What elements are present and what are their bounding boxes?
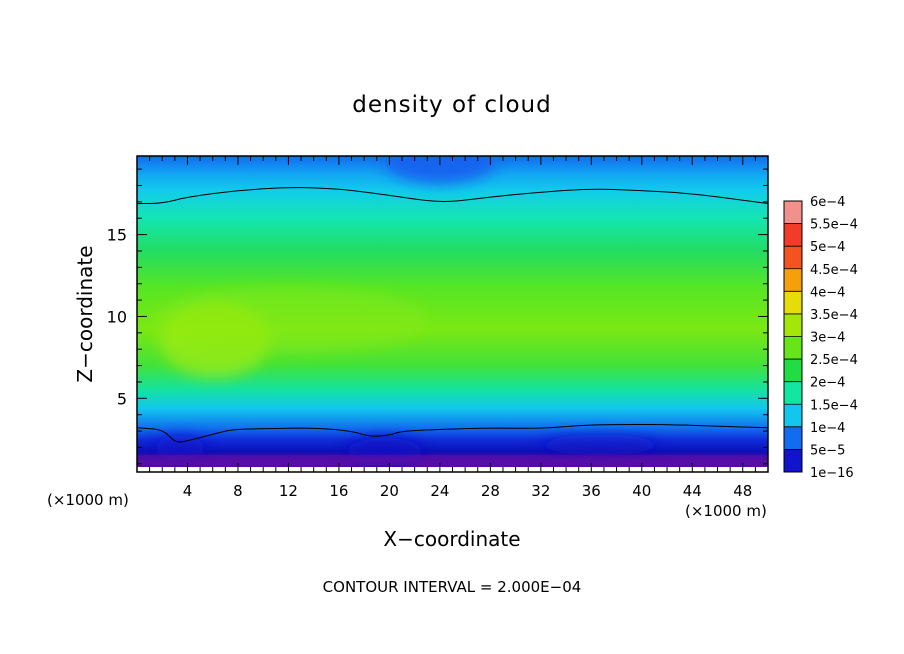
colorbar-swatch bbox=[784, 313, 802, 337]
colorbar-label: 4e−4 bbox=[810, 285, 845, 300]
upper-depression-region bbox=[385, 156, 495, 184]
colorbar-label: 2e−4 bbox=[810, 376, 845, 391]
x-tick-label: 28 bbox=[481, 482, 500, 500]
lower-blue-region bbox=[540, 435, 660, 455]
plot-area bbox=[137, 156, 768, 472]
colorbar-swatch bbox=[784, 246, 802, 270]
colorbar-swatch bbox=[784, 426, 802, 450]
x-tick-label: 24 bbox=[430, 482, 449, 500]
colorbar-label: 6e−4 bbox=[810, 195, 845, 210]
x-axis: 4 8 12 16 20 24 28 32 36 40 44 48 bbox=[149, 156, 756, 500]
x-tick-label: 40 bbox=[632, 482, 651, 500]
contour-interval-note: CONTOUR INTERVAL = 2.000E−04 bbox=[323, 578, 582, 596]
x-unit-left: (×1000 m) bbox=[47, 491, 129, 509]
x-tick-label: 8 bbox=[233, 482, 243, 500]
colorbar-swatch bbox=[784, 201, 802, 225]
x-axis-label: X−coordinate bbox=[383, 527, 520, 551]
x-tick-label: 48 bbox=[733, 482, 752, 500]
colorbar-swatch bbox=[784, 291, 802, 315]
colorbar-swatch bbox=[784, 449, 802, 473]
y-axis: 5 10 15 bbox=[107, 168, 768, 465]
x-tick-label: 12 bbox=[279, 482, 298, 500]
colorbar-swatch bbox=[784, 359, 802, 383]
colorbar-label: 5e−5 bbox=[810, 443, 845, 458]
y-tick-label: 10 bbox=[107, 307, 127, 326]
colorbar-swatch bbox=[784, 381, 802, 405]
x-tick-label: 32 bbox=[531, 482, 550, 500]
contour-line-1 bbox=[137, 424, 768, 443]
colorbar-label: 3.5e−4 bbox=[810, 308, 858, 323]
ground-layer bbox=[137, 455, 768, 465]
x-unit-right: (×1000 m) bbox=[685, 502, 767, 520]
x-tick-label: 20 bbox=[380, 482, 399, 500]
colorbar-swatch bbox=[784, 404, 802, 428]
colorbar-label: 1e−16 bbox=[810, 466, 854, 481]
lower-dip-region-left bbox=[155, 436, 205, 460]
colorbar-label: 4.5e−4 bbox=[810, 263, 858, 278]
colorbar-swatch bbox=[784, 268, 802, 292]
y-axis-label: Z−coordinate bbox=[73, 245, 97, 382]
colorbar: 6e−4 5.5e−4 5e−4 4.5e−4 4e−4 3.5e−4 3e−4 2.5e−4… bbox=[783, 195, 858, 481]
x-tick-label: 16 bbox=[329, 482, 348, 500]
x-tick-label: 4 bbox=[183, 482, 193, 500]
contour-line-0 bbox=[137, 187, 768, 204]
colorbar-label: 1e−4 bbox=[810, 421, 845, 436]
colorbar-label: 3e−4 bbox=[810, 331, 845, 346]
colorbar-label: 1.5e−4 bbox=[810, 398, 858, 413]
y-tick-label: 5 bbox=[117, 389, 127, 408]
colorbar-swatch bbox=[784, 336, 802, 360]
y-tick-label: 15 bbox=[107, 226, 127, 245]
contour-lines bbox=[137, 187, 768, 443]
chart-title: density of cloud bbox=[352, 92, 551, 118]
colorbar-label: 5.5e−4 bbox=[810, 218, 858, 233]
density-core-region bbox=[150, 286, 430, 354]
colorbar-swatch bbox=[784, 223, 802, 247]
colorbar-label: 2.5e−4 bbox=[810, 353, 858, 368]
colorbar-label: 5e−4 bbox=[810, 240, 845, 255]
x-tick-label: 36 bbox=[582, 482, 601, 500]
x-tick-label: 44 bbox=[683, 482, 702, 500]
